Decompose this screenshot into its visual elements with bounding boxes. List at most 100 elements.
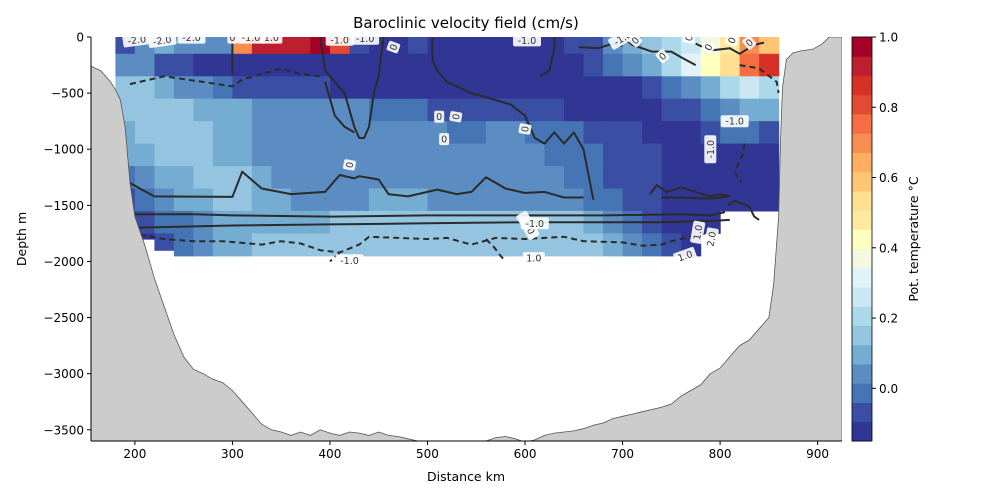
x-tick-label: 700	[611, 447, 634, 461]
heatmap-cell	[544, 233, 565, 257]
heatmap-cell	[525, 143, 546, 167]
heatmap-cell	[466, 37, 487, 55]
heatmap-cell	[525, 188, 546, 212]
x-tick-label: 600	[514, 447, 537, 461]
heatmap-layer	[115, 37, 780, 257]
contour-label-text: -1.0	[242, 33, 261, 44]
colorbar-band	[852, 114, 872, 134]
heatmap-cell	[232, 53, 253, 77]
contour-label: -1.0	[325, 37, 354, 46]
contour-label: 0	[386, 40, 401, 54]
heatmap-cell	[700, 53, 721, 77]
heatmap-cell	[447, 143, 468, 167]
heatmap-cell	[700, 98, 721, 122]
contour-label-text: 1.0	[526, 254, 541, 265]
heatmap-cell	[603, 76, 624, 100]
contour-label: 0	[449, 111, 463, 123]
heatmap-cell	[544, 166, 565, 190]
x-tick-label: 800	[709, 447, 732, 461]
heatmap-cell	[173, 121, 194, 145]
bathymetry-layer	[91, 37, 842, 441]
heatmap-cell	[388, 233, 409, 257]
heatmap-cell	[251, 166, 272, 190]
colorbar: 0.0 0.2 0.4 0.6 0.8 1.0 Pot. temperature °C	[851, 31, 921, 442]
y-axis-title: Depth m	[14, 212, 29, 266]
heatmap-cell	[154, 76, 175, 100]
contour-label: 0	[227, 33, 238, 44]
heatmap-cell	[408, 121, 429, 145]
heatmap-cell	[173, 98, 194, 122]
heatmap-cell	[154, 166, 175, 190]
heatmap-cell	[447, 233, 468, 257]
heatmap-cell	[642, 166, 663, 190]
heatmap-cell	[720, 166, 741, 190]
heatmap-cell	[681, 98, 702, 122]
colorbar-band	[852, 190, 872, 211]
contour-label: -2.0	[147, 35, 177, 48]
heatmap-cell	[486, 166, 507, 190]
contour-label-box	[343, 159, 356, 171]
contour-label-box	[260, 37, 283, 44]
heatmap-cell	[154, 121, 175, 145]
heatmap-cell	[661, 37, 682, 55]
heatmap-cell	[134, 121, 155, 145]
contour-line	[739, 64, 780, 94]
contour-label: 2.0	[703, 227, 719, 251]
heatmap-cell	[583, 233, 604, 257]
heatmap-cell	[505, 166, 526, 190]
contour-label-layer: -2.0 -2.0 -2.0 0 -1.0 1.0 -1.0 -1.00-1.0 -1.0000…	[122, 33, 757, 267]
heatmap-cell	[505, 143, 526, 167]
heatmap-cell	[290, 210, 311, 234]
contour-label-text: -2.0	[152, 35, 172, 48]
contour-label-box	[351, 37, 380, 45]
heatmap-cell	[486, 188, 507, 212]
contour-label-text: 1.0	[676, 249, 694, 265]
heatmap-cell	[681, 76, 702, 100]
heatmap-cell	[271, 121, 292, 145]
colorbar-band	[852, 248, 872, 269]
heatmap-cell	[310, 98, 331, 122]
heatmap-cell	[700, 210, 721, 234]
colorbar-ticks: 0.0 0.2 0.4 0.6 0.8 1.0	[872, 31, 898, 396]
heatmap-cell	[427, 166, 448, 190]
heatmap-cell	[583, 76, 604, 100]
heatmap-cell	[661, 143, 682, 167]
colorbar-band	[852, 267, 872, 288]
heatmap-cell	[290, 37, 311, 55]
heatmap-cell	[134, 98, 155, 122]
contour-label-box	[520, 217, 549, 230]
colorbar-band	[852, 94, 872, 115]
heatmap-cell	[369, 188, 390, 212]
heatmap-cell	[486, 233, 507, 257]
contour-label-box	[518, 123, 532, 135]
heatmap-cell	[739, 143, 760, 167]
heatmap-cell	[290, 98, 311, 122]
contour-label-text: 1.0	[692, 224, 705, 241]
contour-label: 0	[682, 37, 696, 44]
contour-label-text: 0	[441, 135, 447, 146]
contour-label-box	[655, 49, 670, 64]
y-tick-label: −1500	[43, 199, 84, 213]
heatmap-cell	[603, 188, 624, 212]
contour-label-text: 0	[229, 33, 235, 44]
contour-label: -1.0	[720, 115, 749, 128]
contour-label: -1.0	[520, 217, 549, 230]
heatmap-cell	[759, 166, 780, 190]
heatmap-cell	[330, 121, 351, 145]
heatmap-cell	[739, 76, 760, 100]
heatmap-cell	[388, 121, 409, 145]
heatmap-cell	[212, 76, 233, 100]
heatmap-cell	[369, 210, 390, 234]
x-tick-label: 300	[221, 447, 244, 461]
colorbar-title: Pot. temperature °C	[906, 176, 921, 301]
heatmap-cell	[408, 98, 429, 122]
contour-label: 0	[742, 37, 757, 50]
contour-line	[539, 37, 556, 78]
heatmap-cell	[564, 98, 585, 122]
heatmap-cell	[622, 53, 643, 77]
heatmap-cell	[739, 166, 760, 190]
contour-label-text: -1.0	[725, 117, 744, 128]
heatmap-cell	[525, 166, 546, 190]
heatmap-cell	[330, 188, 351, 212]
